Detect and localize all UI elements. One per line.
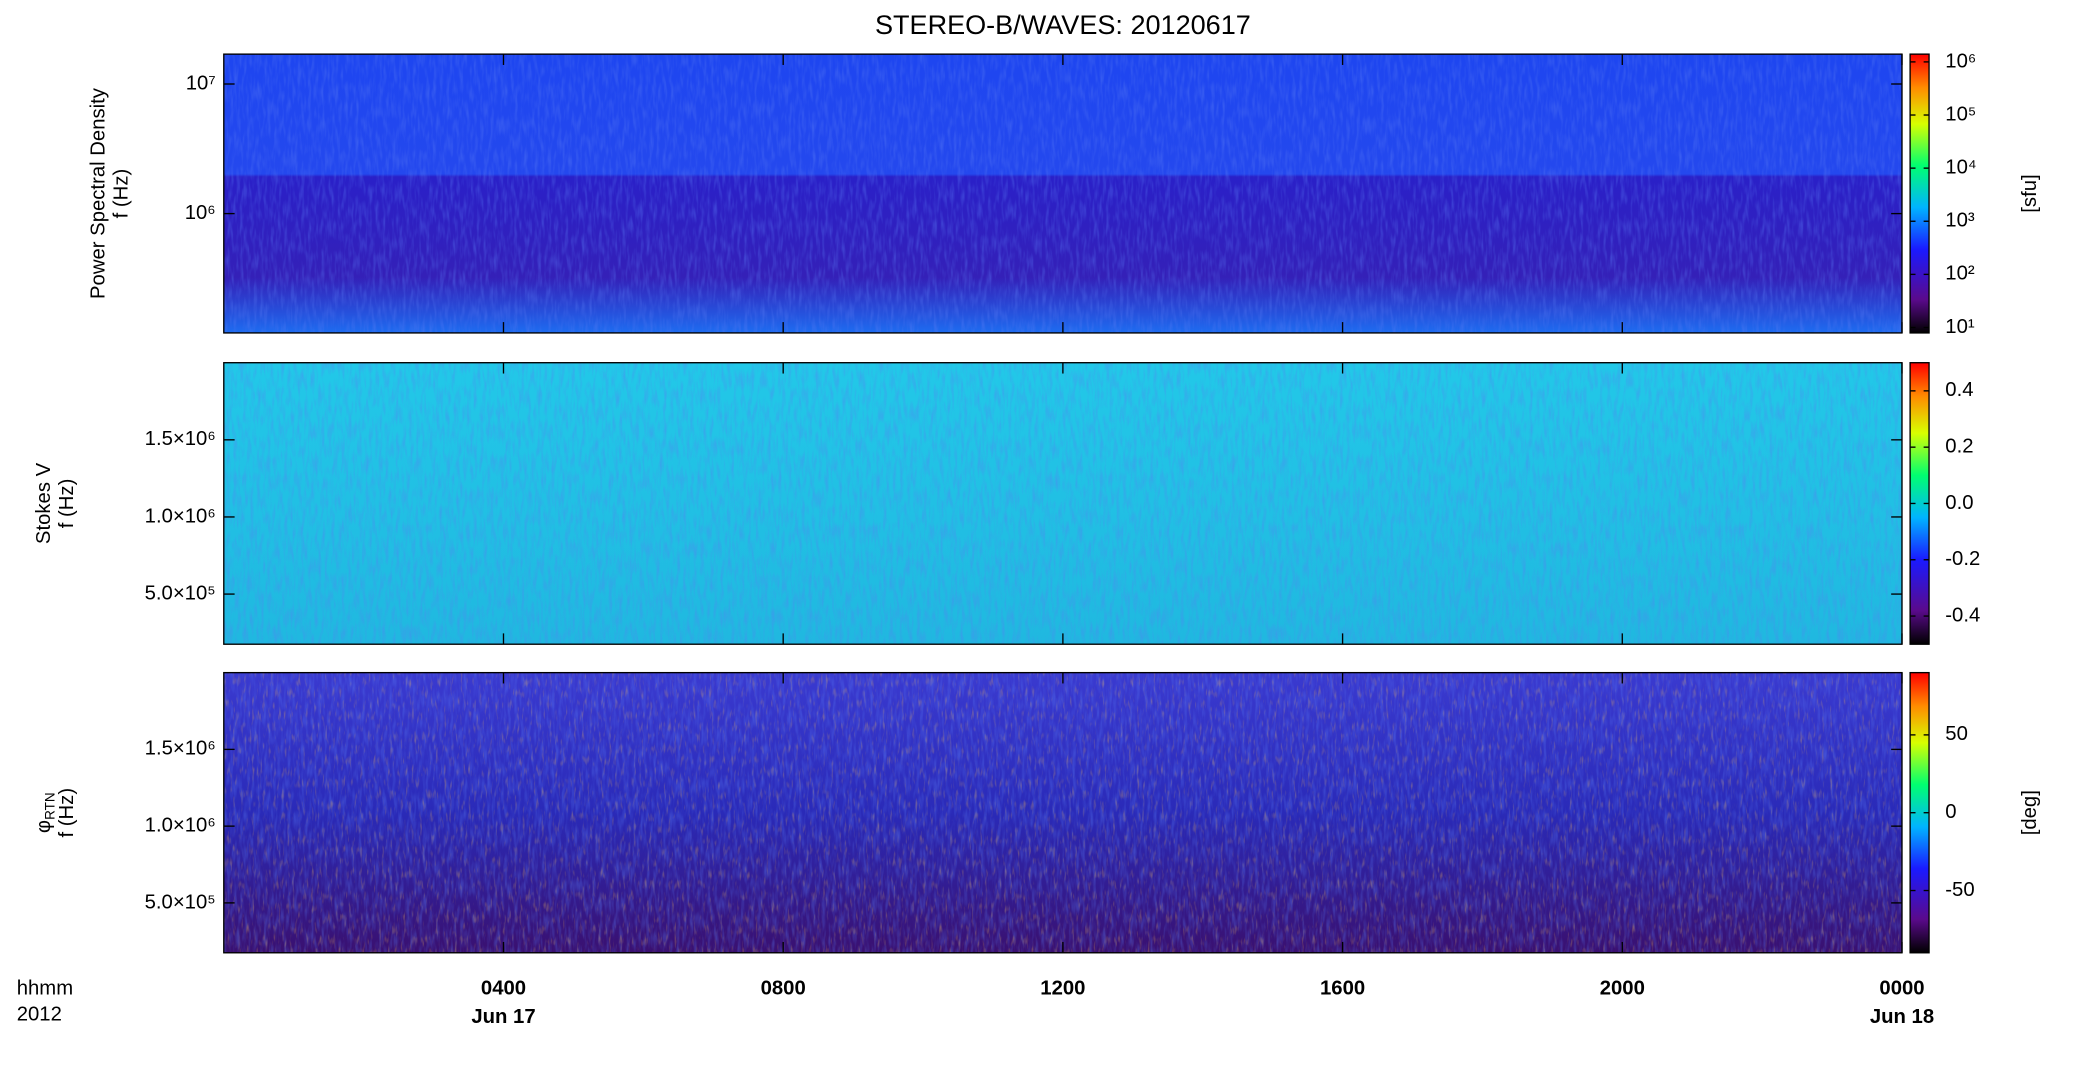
colorbar-tick-label: 0.2	[1945, 436, 1973, 458]
x-tick-label: 0400	[481, 978, 526, 1000]
y-tick-label: 5.0×10⁵	[145, 582, 216, 604]
y-axis-label: f (Hz)	[57, 788, 79, 838]
y-axis-label: Stokes V	[34, 462, 56, 544]
colorbar-tick-label: 10⁴	[1945, 156, 1976, 178]
y-axis-label-text: f (Hz)	[57, 479, 79, 529]
y-tick-label: 1.5×10⁶	[145, 738, 216, 760]
y-tick-label: 5.0×10⁵	[145, 891, 216, 913]
colorbar	[1909, 53, 1930, 334]
y-axis-label: Power Spectral Density	[88, 87, 110, 299]
y-axis-label: f (Hz)	[111, 169, 133, 219]
colorbar-tick-label: 10⁶	[1945, 50, 1976, 72]
x-tick-label: 2000	[1600, 978, 1645, 1000]
colorbar-tick-label: 0.4	[1945, 379, 1973, 401]
date-label: Jun 18	[1870, 1006, 1934, 1028]
y-axis-label-text: f (Hz)	[57, 788, 79, 838]
x-tick-label: 1600	[1320, 978, 1365, 1000]
colorbar-tick-label: 0	[1945, 801, 1956, 823]
spectrogram-texture	[223, 54, 1902, 333]
date-label: Jun 17	[471, 1006, 535, 1028]
x-tick-label: 1200	[1040, 978, 1085, 1000]
colorbar-tick-label: -0.2	[1945, 548, 1980, 570]
spectrogram-texture	[223, 362, 1902, 645]
time-unit-label: hhmm	[17, 978, 73, 1000]
y-axis-label: f (Hz)	[57, 479, 79, 529]
y-tick-label: 10⁶	[185, 202, 216, 224]
y-axis-label-text: Stokes V	[34, 462, 56, 544]
x-tick-label: 0000	[1879, 978, 1924, 1000]
spectrogram-texture	[223, 672, 1902, 953]
y-tick-label: 10⁷	[186, 72, 216, 94]
colorbar-tick-label: 10²	[1945, 263, 1975, 285]
y-axis-label: φRTN	[34, 792, 58, 833]
x-tick-label: 0800	[761, 978, 806, 1000]
colorbar-tick-label: 50	[1945, 723, 1968, 745]
figure-title: STEREO-B/WAVES: 20120617	[875, 10, 1251, 40]
colorbar-tick-label: -0.4	[1945, 604, 1980, 626]
y-axis-label-subscript: RTN	[42, 792, 57, 820]
colorbar-tick-label: 10⁵	[1945, 103, 1976, 125]
y-axis-label-text: φ	[34, 820, 56, 833]
colorbar-tick-label: 10³	[1945, 210, 1975, 232]
y-tick-label: 1.0×10⁶	[145, 505, 216, 527]
colorbar-tick-label: -50	[1945, 879, 1974, 901]
y-axis-label-text: f (Hz)	[111, 169, 133, 219]
year-label: 2012	[17, 1003, 62, 1025]
colorbar-tick-label: 0.0	[1945, 492, 1973, 514]
y-tick-label: 1.5×10⁶	[145, 428, 216, 450]
colorbar-tick-label: 10¹	[1945, 316, 1975, 338]
colorbar-label: [sfu]	[2019, 174, 2041, 212]
y-axis-label-text: Power Spectral Density	[88, 87, 110, 299]
colorbar-label: [deg]	[2019, 790, 2041, 835]
y-tick-label: 1.0×10⁶	[145, 814, 216, 836]
